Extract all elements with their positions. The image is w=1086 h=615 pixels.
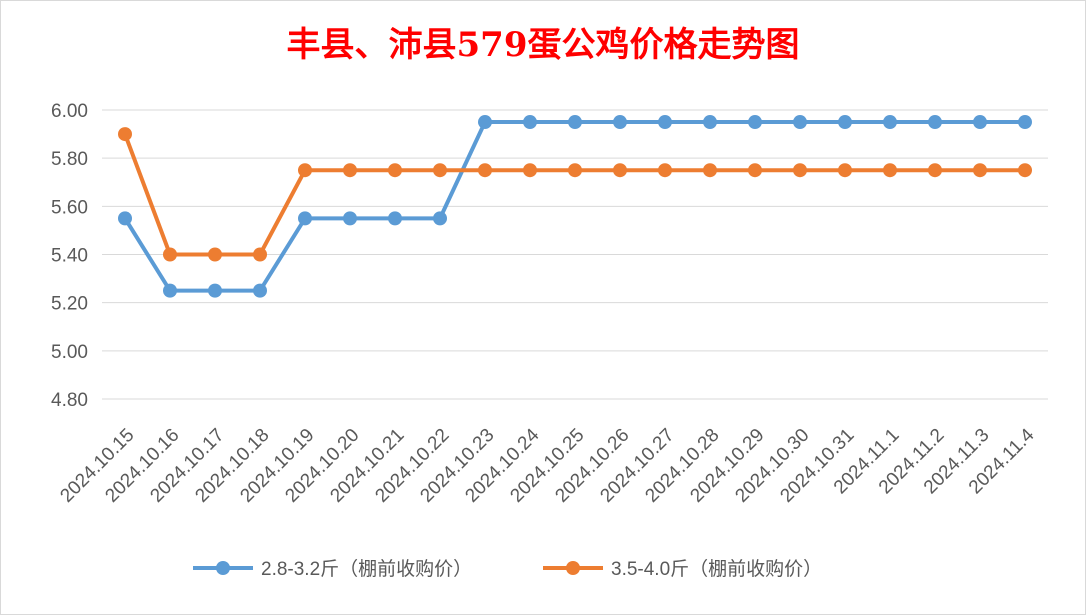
data-point (793, 115, 807, 130)
data-point (748, 163, 762, 178)
y-tick-label: 6.00 (51, 101, 88, 122)
legend-item-2: 3.5-4.0斤（棚前收购价） (543, 558, 822, 580)
data-point (118, 127, 132, 142)
data-point (163, 283, 177, 298)
y-tick-label: 4.80 (51, 390, 88, 411)
data-point (298, 211, 312, 226)
data-point (523, 115, 537, 130)
legend-swatch-marker (566, 561, 580, 575)
data-point (838, 163, 852, 178)
y-tick-label: 5.00 (51, 342, 88, 363)
data-point (658, 115, 672, 130)
data-point (478, 115, 492, 130)
data-point (433, 163, 447, 178)
series-layer (118, 115, 1032, 298)
data-point (793, 163, 807, 178)
data-point (928, 163, 942, 178)
data-point (703, 115, 717, 130)
data-point (253, 247, 267, 262)
y-tick-label: 5.80 (51, 149, 88, 170)
data-point (388, 163, 402, 178)
data-point (883, 115, 897, 130)
y-tick-label: 5.60 (51, 197, 88, 218)
y-axis: 6.00 5.80 5.60 5.40 5.20 5.00 4.80 (51, 101, 88, 411)
data-point (928, 115, 942, 130)
data-point (748, 115, 762, 130)
data-point (433, 211, 447, 226)
gridlines (102, 109, 1048, 400)
x-axis: 2024.10.152024.10.162024.10.172024.10.18… (56, 424, 1038, 506)
data-point (253, 283, 267, 298)
legend-swatch-marker (216, 561, 230, 575)
y-tick-label: 5.20 (51, 294, 88, 315)
legend-item-1: 2.8-3.2斤（棚前收购价） (193, 558, 472, 580)
legend-label: 2.8-3.2斤（棚前收购价） (261, 558, 472, 580)
legend-label: 3.5-4.0斤（棚前收购价） (611, 558, 822, 580)
data-point (208, 283, 222, 298)
data-point (298, 163, 312, 178)
data-point (118, 211, 132, 226)
data-point (163, 247, 177, 262)
data-point (478, 163, 492, 178)
data-point (568, 163, 582, 178)
data-point (343, 211, 357, 226)
data-point (343, 163, 357, 178)
data-point (568, 115, 582, 130)
data-point (973, 163, 987, 178)
data-point (658, 163, 672, 178)
data-point (1018, 163, 1032, 178)
data-point (523, 163, 537, 178)
series-2 (118, 127, 1032, 262)
data-point (973, 115, 987, 130)
data-point (883, 163, 897, 178)
legend: 2.8-3.2斤（棚前收购价） 3.5-4.0斤（棚前收购价） (193, 558, 822, 580)
data-point (613, 163, 627, 178)
data-point (703, 163, 717, 178)
data-point (1018, 115, 1032, 130)
y-tick-label: 5.40 (51, 246, 88, 267)
data-point (613, 115, 627, 130)
chart-title: 丰县、沛县579蛋公鸡价格走势图 (286, 25, 800, 65)
series-line (123, 133, 1025, 257)
data-point (208, 247, 222, 262)
series-1 (118, 115, 1032, 298)
data-point (838, 115, 852, 130)
data-point (388, 211, 402, 226)
